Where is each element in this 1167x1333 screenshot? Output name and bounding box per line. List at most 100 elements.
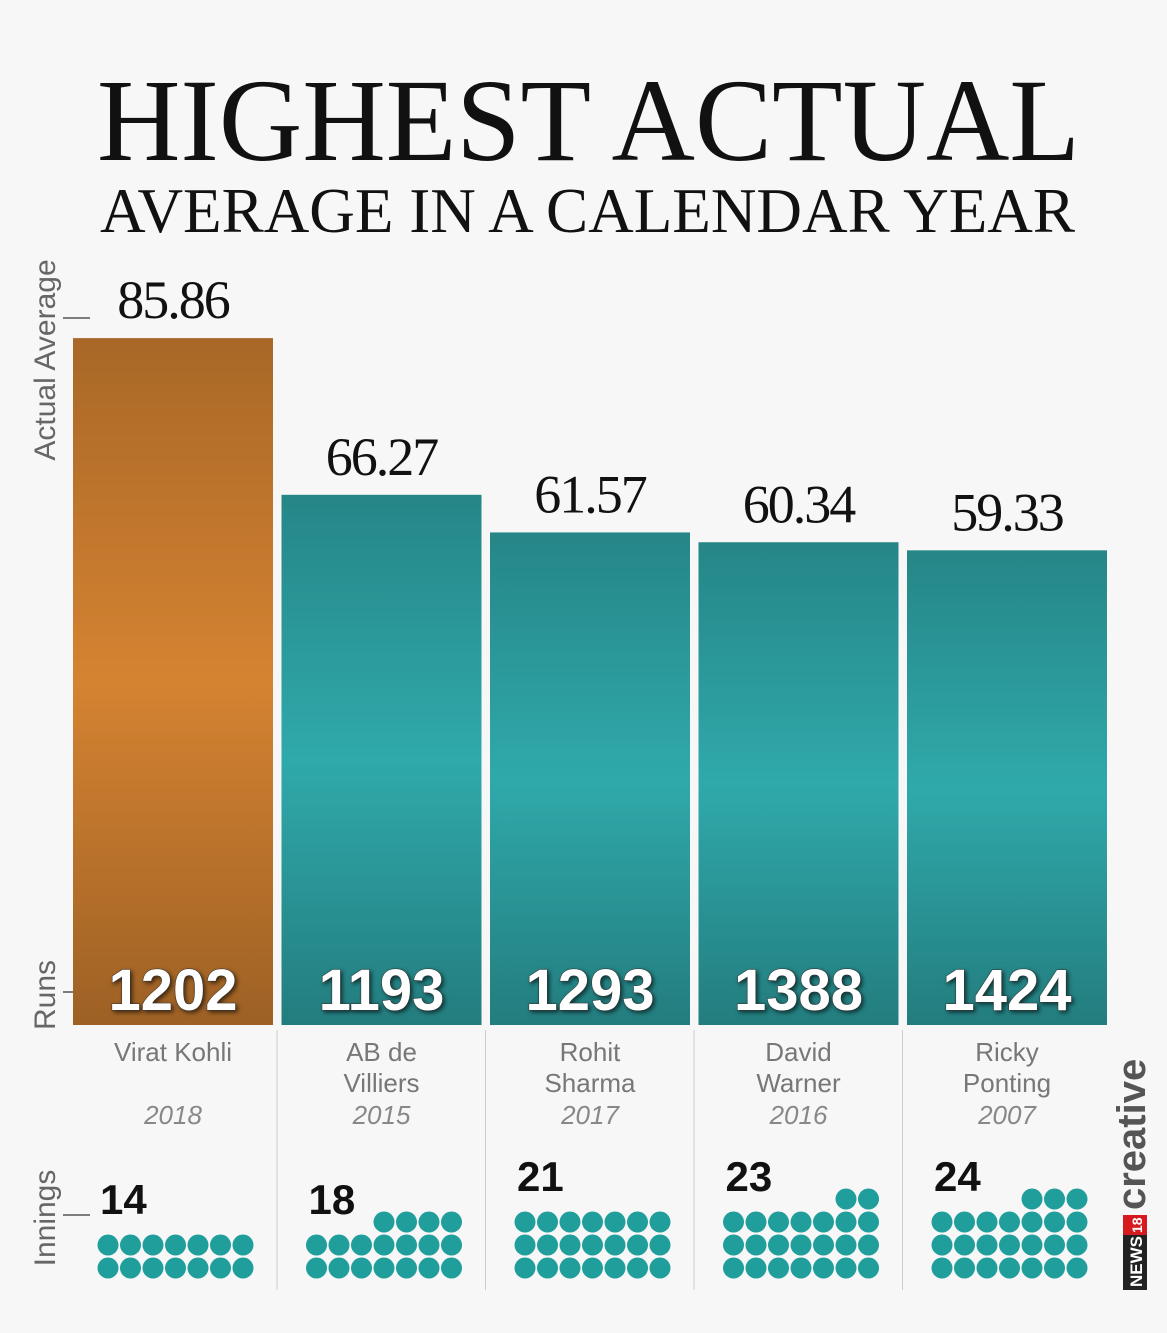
runs-value: 1202 [108, 958, 237, 1023]
innings-dot [306, 1257, 327, 1279]
innings-dot [954, 1211, 975, 1233]
innings-dot [976, 1211, 998, 1233]
innings-value: 18 [309, 1176, 356, 1223]
innings-dot [1066, 1211, 1088, 1233]
logo-number: 18 [1129, 1217, 1145, 1233]
innings-dot [1021, 1257, 1043, 1279]
innings-dot [999, 1257, 1020, 1279]
innings-dot [813, 1234, 834, 1256]
innings-dot [1044, 1211, 1065, 1233]
player-name: Rohit Sharma [544, 1037, 636, 1098]
innings-dot [328, 1257, 350, 1279]
bar-shade [281, 494, 482, 1026]
innings-value: 21 [517, 1153, 564, 1200]
innings-dot [745, 1234, 767, 1256]
innings-dot [723, 1257, 744, 1279]
innings-dot [790, 1257, 812, 1279]
value-label: 66.27 [326, 427, 439, 487]
innings-dot [514, 1234, 536, 1256]
innings-dot [790, 1234, 812, 1256]
innings-dot [954, 1234, 975, 1256]
innings-dot [835, 1234, 857, 1256]
innings-dot [582, 1211, 603, 1233]
bar-shade [907, 550, 1107, 1025]
innings-dot [999, 1234, 1020, 1256]
bar-shade [490, 532, 690, 1025]
innings-dot [441, 1211, 462, 1233]
innings-label: Innings [29, 1170, 62, 1267]
innings-dot [142, 1257, 164, 1279]
innings-dot [858, 1234, 879, 1256]
innings-dot [835, 1257, 857, 1279]
chart-subtitle: AVERAGE IN A CALENDAR YEAR [100, 175, 1075, 246]
innings-dot [396, 1211, 417, 1233]
innings-dot [858, 1211, 879, 1233]
innings-dot [931, 1234, 953, 1256]
innings-dot [373, 1257, 395, 1279]
runs-value: 1193 [319, 958, 445, 1023]
innings-value: 24 [934, 1153, 981, 1200]
innings-dot [441, 1257, 462, 1279]
chart-title: HIGHEST ACTUAL [97, 55, 1080, 186]
innings-dot [790, 1211, 812, 1233]
innings-dot [1044, 1188, 1065, 1210]
innings-dot [627, 1234, 648, 1256]
innings-dot [373, 1211, 395, 1233]
innings-value: 23 [726, 1153, 773, 1200]
innings-dot [396, 1257, 417, 1279]
innings-dot [627, 1211, 648, 1233]
innings-dot [723, 1234, 744, 1256]
bar-shade [698, 542, 899, 1025]
bar-shade [73, 338, 273, 1025]
value-label: 85.86 [117, 270, 230, 330]
player-name: Ricky Ponting [962, 1037, 1052, 1098]
player-name: David Warner [756, 1037, 841, 1098]
innings-dot [768, 1257, 789, 1279]
innings-dot [1021, 1211, 1043, 1233]
innings-dot [142, 1234, 164, 1256]
innings-dots [306, 1211, 462, 1279]
value-label: 61.57 [534, 464, 647, 524]
innings-dot [1021, 1188, 1043, 1210]
innings-dot [604, 1234, 626, 1256]
innings-dot [351, 1257, 372, 1279]
runs-label: Runs [29, 960, 62, 1030]
innings-dot [604, 1257, 626, 1279]
innings-dot [559, 1234, 581, 1256]
innings-dot [649, 1211, 671, 1233]
innings-dot [835, 1188, 857, 1210]
innings-dot [835, 1211, 857, 1233]
value-label: 59.33 [951, 482, 1063, 542]
innings-dot [931, 1211, 953, 1233]
runs-value: 1424 [942, 958, 1071, 1023]
innings-dot [999, 1211, 1020, 1233]
innings-dot [768, 1234, 789, 1256]
innings-dot [537, 1257, 558, 1279]
innings-dot [1066, 1234, 1088, 1256]
innings-dot [187, 1257, 209, 1279]
innings-dot [1044, 1257, 1065, 1279]
innings-dot [582, 1234, 603, 1256]
innings-dot [537, 1234, 558, 1256]
innings-dots [931, 1188, 1088, 1279]
logo-box [1123, 1215, 1147, 1235]
innings-dot [373, 1234, 395, 1256]
player-year: 2018 [144, 1100, 202, 1130]
innings-dot [187, 1234, 209, 1256]
innings-dot [396, 1234, 417, 1256]
innings-dots [514, 1211, 671, 1279]
innings-dot [976, 1234, 998, 1256]
player-name: Virat Kohli [113, 1037, 233, 1067]
logo-word: creative [1110, 1059, 1154, 1210]
runs-value: 1388 [734, 958, 863, 1023]
innings-dot [1066, 1257, 1088, 1279]
innings-dot [768, 1211, 789, 1233]
innings-dot [559, 1211, 581, 1233]
logo-brand: NEWS [1127, 1236, 1146, 1287]
innings-dots [723, 1188, 879, 1279]
innings-dot [232, 1234, 254, 1256]
innings-dot [582, 1257, 603, 1279]
innings-dot [858, 1188, 879, 1210]
innings-dot [120, 1234, 141, 1256]
